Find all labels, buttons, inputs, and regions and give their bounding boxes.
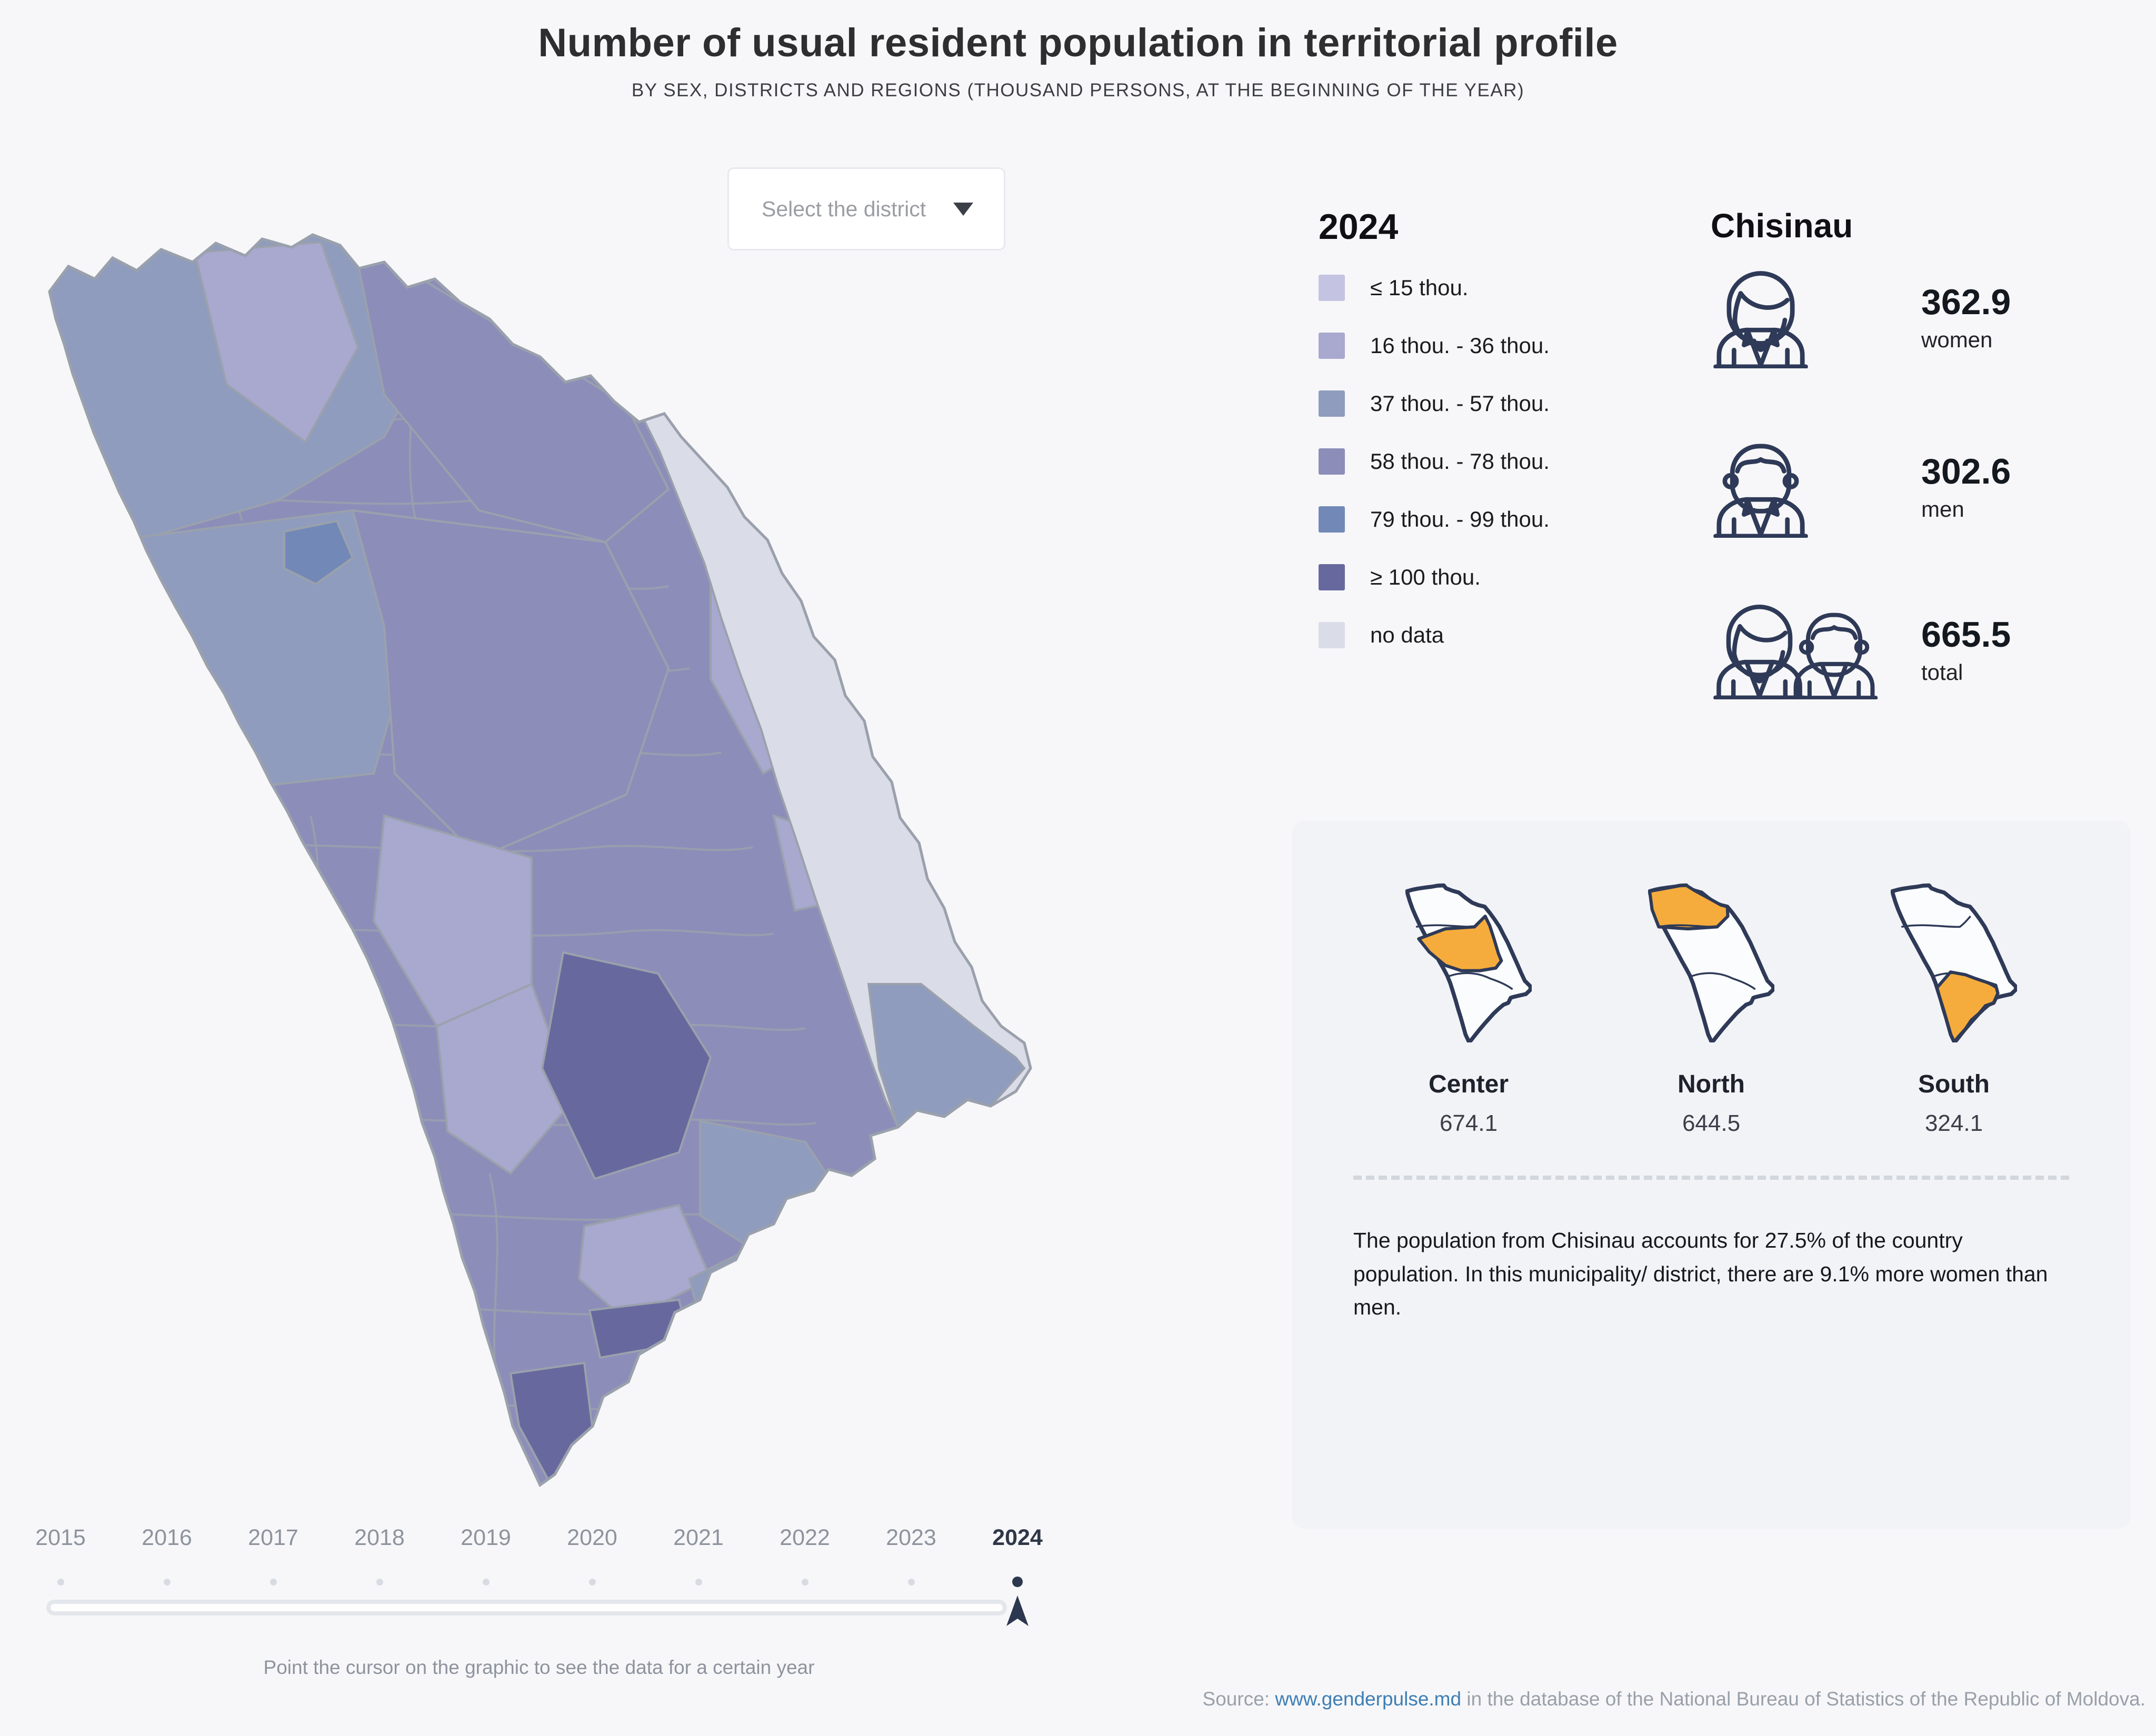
center-region-mini-map xyxy=(1405,883,1532,1042)
legend-swatch xyxy=(1319,390,1345,417)
legend-item: ≤ 15 thou. xyxy=(1319,275,1550,301)
year-dot[interactable] xyxy=(752,1576,858,1588)
stat-row-women: 362.9 women xyxy=(1711,268,2011,368)
region-value: 644.5 xyxy=(1682,1110,1741,1136)
legend-item: ≥ 100 thou. xyxy=(1319,564,1550,590)
women-value: 362.9 xyxy=(1921,282,2011,322)
region-center: Center 674.1 xyxy=(1355,883,1582,1137)
year-dot[interactable] xyxy=(645,1576,752,1588)
district-shape[interactable] xyxy=(867,983,1026,1129)
total-value: 665.5 xyxy=(1921,614,2011,655)
district-select[interactable]: Select the district xyxy=(727,167,1005,250)
legend-swatch xyxy=(1319,506,1345,533)
legend-swatch xyxy=(1319,333,1345,359)
north-region-mini-map xyxy=(1648,883,1774,1042)
region-name: Center xyxy=(1428,1070,1509,1098)
year-2020[interactable]: 2020 xyxy=(567,1525,617,1550)
district-shape[interactable] xyxy=(351,509,670,859)
south-region-mini-map xyxy=(1891,883,2017,1042)
man-icon xyxy=(1790,613,1878,699)
timeline-slider-track[interactable] xyxy=(46,1600,1007,1615)
page-subtitle: BY SEX, DISTRICTS AND REGIONS (THOUSAND … xyxy=(631,80,1525,101)
district-shape[interactable] xyxy=(283,519,354,586)
source-suffix: in the database of the National Bureau o… xyxy=(1461,1688,2145,1710)
legend-item: 58 thou. - 78 thou. xyxy=(1319,448,1550,475)
year-2023[interactable]: 2023 xyxy=(886,1525,936,1550)
region-north: North 644.5 xyxy=(1598,883,1824,1137)
year-2017[interactable]: 2017 xyxy=(248,1525,298,1550)
year-2021[interactable]: 2021 xyxy=(673,1525,724,1550)
year-2024-active[interactable]: 2024 xyxy=(992,1525,1043,1550)
timeline-slider-handle-icon[interactable] xyxy=(1005,1594,1030,1628)
district-shape[interactable] xyxy=(588,1298,691,1359)
year-2022[interactable]: 2022 xyxy=(780,1525,830,1550)
stat-row-total: 665.5 total xyxy=(1711,602,2011,699)
year-2018[interactable]: 2018 xyxy=(354,1525,405,1550)
timeline-years: 2015 2016 2017 2018 2019 2020 2021 2022 … xyxy=(7,1525,1071,1551)
year-2015[interactable]: 2015 xyxy=(35,1525,86,1550)
men-value: 302.6 xyxy=(1921,451,2011,491)
women-label: women xyxy=(1921,327,1993,352)
regions-card: Center 674.1 North 644.5 xyxy=(1292,821,2130,1529)
source-prefix: Source: xyxy=(1202,1688,1275,1710)
district-shape[interactable] xyxy=(509,1361,596,1485)
year-2019[interactable]: 2019 xyxy=(461,1525,511,1550)
page-title: Number of usual resident population in t… xyxy=(538,21,1618,65)
stat-row-men: 302.6 men xyxy=(1711,438,2011,538)
timeline-hint: Point the cursor on the graphic to see t… xyxy=(263,1657,815,1678)
year-2016[interactable]: 2016 xyxy=(142,1525,192,1550)
region-south: South 324.1 xyxy=(1841,883,2067,1137)
legend-swatch xyxy=(1319,448,1345,475)
legend-item: 79 thou. - 99 thou. xyxy=(1319,506,1550,533)
source-line: Source: www.genderpulse.md in the databa… xyxy=(1203,1688,2145,1710)
selected-district-panel: Chisinau xyxy=(1711,206,2132,699)
legend-swatch xyxy=(1319,564,1345,590)
woman-icon xyxy=(1713,605,1805,699)
dashed-divider xyxy=(1353,1176,2069,1180)
district-select-placeholder: Select the district xyxy=(762,196,926,221)
year-dot[interactable] xyxy=(220,1576,326,1588)
men-label: men xyxy=(1921,497,1964,521)
district-shape[interactable] xyxy=(435,982,575,1175)
legend-swatch xyxy=(1319,275,1345,301)
legend-item: 16 thou. - 36 thou. xyxy=(1319,333,1550,359)
moldova-choropleth-map[interactable] xyxy=(37,226,1037,1489)
region-value: 674.1 xyxy=(1439,1110,1498,1136)
woman-icon xyxy=(1713,271,1808,368)
year-dot[interactable] xyxy=(539,1576,645,1588)
year-dot[interactable] xyxy=(858,1576,964,1588)
legend-year: 2024 xyxy=(1319,207,1399,247)
year-dot[interactable] xyxy=(433,1576,539,1588)
region-name: North xyxy=(1678,1070,1745,1098)
timeline-dots xyxy=(7,1576,1071,1588)
year-dot-active[interactable] xyxy=(964,1576,1071,1588)
region-value: 324.1 xyxy=(1924,1110,1983,1136)
chevron-down-icon xyxy=(953,202,973,216)
legend-swatch xyxy=(1319,622,1345,648)
insight-text: The population from Chisinau accounts fo… xyxy=(1353,1228,2048,1320)
year-dot[interactable] xyxy=(7,1576,114,1588)
country-outline xyxy=(48,233,1032,1487)
region-name: South xyxy=(1918,1070,1990,1098)
district-shape[interactable] xyxy=(541,951,712,1180)
legend-item: 37 thou. - 57 thou. xyxy=(1319,390,1550,417)
selected-district-name: Chisinau xyxy=(1711,207,1853,245)
year-dot[interactable] xyxy=(114,1576,220,1588)
legend-item: no data xyxy=(1319,622,1550,648)
district-shape[interactable] xyxy=(577,1203,712,1322)
total-label: total xyxy=(1921,659,1963,685)
source-link[interactable]: www.genderpulse.md xyxy=(1275,1688,1462,1710)
man-icon xyxy=(1713,444,1808,538)
map-legend: 2024 ≤ 15 thou. 16 thou. - 36 thou. 37 t… xyxy=(1319,206,1550,648)
year-dot[interactable] xyxy=(326,1576,433,1588)
